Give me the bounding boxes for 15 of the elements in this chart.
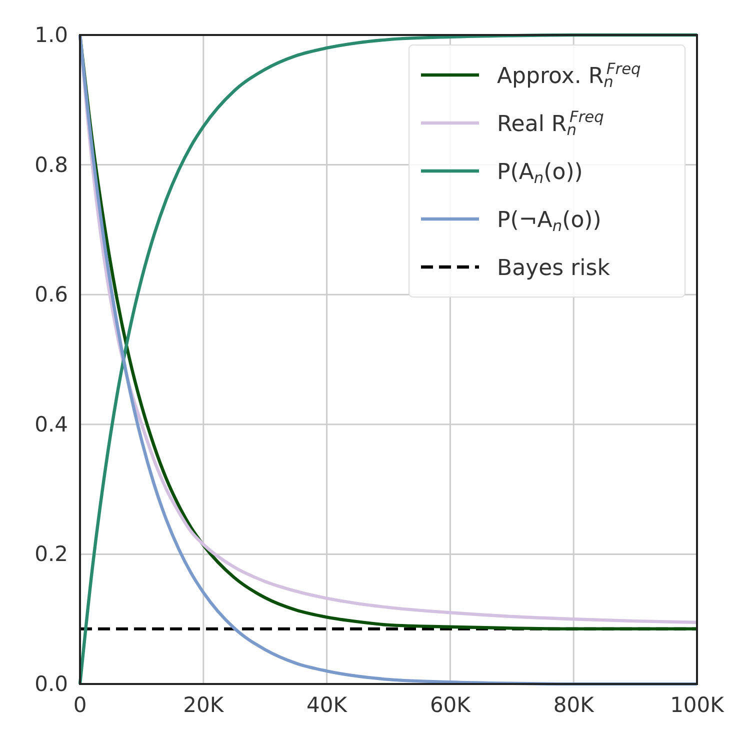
y-tick-label: 0.0 [34,672,68,696]
x-tick-label: 40K [306,693,348,717]
y-tick-label: 0.2 [34,542,68,566]
x-tick-label: 60K [430,693,472,717]
x-tick-label: 20K [183,693,225,717]
y-tick-label: 1.0 [34,23,68,47]
legend-label: Bayes risk [497,256,610,281]
legend-label: P(A$_{n}$(o)) [497,160,583,187]
x-tick-label: 0 [73,693,87,717]
x-tick-label: 80K [553,693,596,717]
y-tick-label: 0.4 [34,412,68,436]
x-tick-label: 100K [670,693,726,717]
y-tick-label: 0.6 [34,282,68,307]
y-tick-label: 0.8 [34,152,68,177]
legend-label: P(¬A$_{n}$(o)) [497,208,602,235]
